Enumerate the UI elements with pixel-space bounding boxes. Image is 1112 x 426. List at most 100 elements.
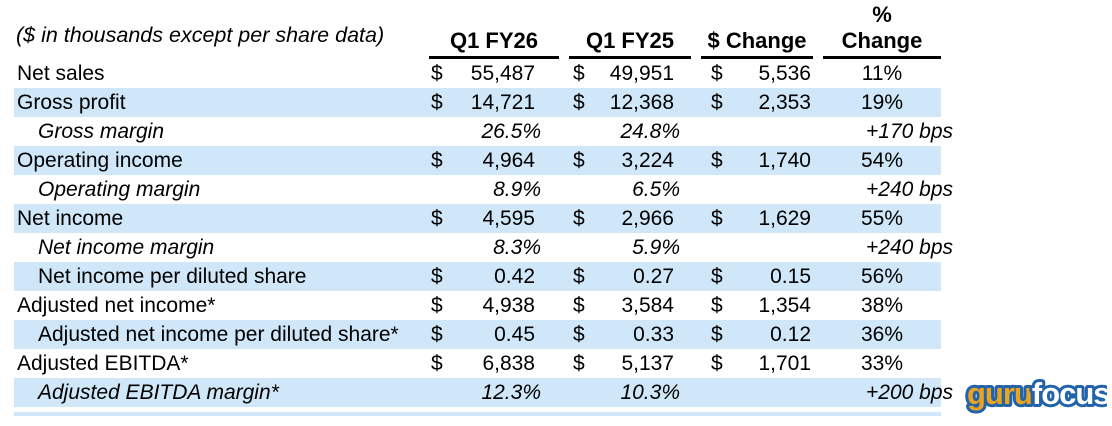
- dollar-sign: $: [711, 323, 723, 346]
- row-label: Net income per diluted share: [38, 265, 307, 288]
- cell-q1fy25: $12,368: [569, 88, 691, 117]
- cell-percent-change: 55%: [860, 207, 904, 230]
- cell-percent-change: 56%: [860, 265, 904, 288]
- cell-q1fy25: $49,951: [569, 59, 691, 88]
- cell-value: 55,487: [470, 62, 535, 85]
- cell-q1fy26: 26.5%: [429, 117, 559, 146]
- cell-percent-change: +170 bps: [866, 120, 953, 143]
- cell-q1fy25: $5,137: [569, 349, 691, 378]
- row-label: Operating margin: [38, 178, 201, 201]
- cell-percent-change: 36%: [860, 323, 904, 346]
- row-label: Gross profit: [17, 91, 126, 114]
- table-row: Adjusted net income per diluted share* $…: [14, 320, 941, 349]
- dollar-sign: $: [573, 323, 585, 346]
- dollar-sign: $: [431, 265, 443, 288]
- cell-q1fy26: $4,595: [429, 204, 559, 233]
- row-label: Adjusted EBITDA margin*: [38, 381, 279, 404]
- cell-q1fy25: $0.27: [569, 262, 691, 291]
- cell-percent-change: 54%: [860, 149, 904, 172]
- cell-value: 5.9%: [632, 236, 680, 259]
- cell-percent-change: 11%: [861, 62, 903, 85]
- cell-value: 4,595: [482, 207, 535, 230]
- cell-q1fy26: $0.42: [429, 262, 559, 291]
- cell-q1fy26: 12.3%: [429, 378, 559, 407]
- dollar-sign: $: [573, 62, 585, 85]
- cell-q1fy26: $4,938: [429, 291, 559, 320]
- cell-q1fy26: $0.45: [429, 320, 559, 349]
- row-label: Adjusted EBITDA*: [17, 352, 189, 375]
- table-row: Adjusted EBITDA margin* 12.3% 10.3% +200…: [14, 378, 953, 407]
- cell-value: 1,740: [758, 149, 811, 172]
- cell-value: 14,721: [470, 91, 535, 114]
- cell-q1fy25: 6.5%: [569, 175, 691, 204]
- cell-value: 8.3%: [493, 236, 541, 259]
- cell-q1fy25: $0.33: [569, 320, 691, 349]
- table-row: Net sales $55,487 $49,951 $5,536 11%: [14, 59, 941, 88]
- cell-dollar-change: $1,740: [701, 146, 813, 175]
- cell-value: 0.12: [770, 323, 811, 346]
- logo-focus: focus: [1032, 376, 1107, 411]
- table-row: Adjusted net income* $4,938 $3,584 $1,35…: [14, 291, 941, 320]
- cell-q1fy25: 24.8%: [569, 117, 691, 146]
- percent-change-line2: Change: [841, 28, 923, 54]
- cell-value: 6.5%: [632, 178, 680, 201]
- dollar-sign: $: [573, 352, 585, 375]
- dollar-sign: $: [573, 294, 585, 317]
- cell-q1fy26: $55,487: [429, 59, 559, 88]
- cell-value: 3,584: [621, 294, 674, 317]
- cell-value: 10.3%: [620, 381, 680, 404]
- cell-percent-change: 33%: [860, 352, 904, 375]
- dollar-sign: $: [431, 207, 443, 230]
- cell-value: 4,938: [482, 294, 535, 317]
- dollar-sign: $: [431, 62, 443, 85]
- cell-value: 6,838: [482, 352, 535, 375]
- cell-value: 5,536: [758, 62, 811, 85]
- table-row: Net income margin 8.3% 5.9% +240 bps: [14, 233, 953, 262]
- bottom-accent-line: [14, 412, 941, 416]
- row-label: Net sales: [17, 62, 105, 85]
- column-header-q1fy25: Q1 FY25: [569, 28, 691, 59]
- dollar-sign: $: [573, 265, 585, 288]
- dollar-sign: $: [573, 91, 585, 114]
- cell-q1fy25: $2,966: [569, 204, 691, 233]
- table-row: Operating income $4,964 $3,224 $1,740 54…: [14, 146, 941, 175]
- cell-q1fy26: 8.9%: [429, 175, 559, 204]
- table-row: Net income per diluted share $0.42 $0.27…: [14, 262, 941, 291]
- cell-dollar-change: $0.12: [701, 320, 813, 349]
- table-note: ($ in thousands except per share data): [16, 22, 385, 47]
- cell-value: 3,224: [621, 149, 674, 172]
- cell-value: 1,701: [758, 352, 811, 375]
- column-header-dollar-change: $ Change: [701, 28, 813, 59]
- table-row: Net income $4,595 $2,966 $1,629 55%: [14, 204, 941, 233]
- dollar-sign: $: [711, 207, 723, 230]
- cell-value: 12.3%: [481, 381, 541, 404]
- table-row: Gross profit $14,721 $12,368 $2,353 19%: [14, 88, 941, 117]
- table-row: Adjusted EBITDA* $6,838 $5,137 $1,701 33…: [14, 349, 941, 378]
- cell-percent-change: +200 bps: [866, 381, 953, 404]
- dollar-sign: $: [573, 207, 585, 230]
- cell-value: 0.42: [494, 265, 535, 288]
- row-label: Net income: [17, 207, 124, 230]
- dollar-sign: $: [711, 62, 723, 85]
- cell-q1fy25: 5.9%: [569, 233, 691, 262]
- dollar-sign: $: [711, 352, 723, 375]
- logo-guru: guru: [967, 376, 1032, 411]
- cell-dollar-change: $0.15: [701, 262, 813, 291]
- cell-value: 8.9%: [493, 178, 541, 201]
- cell-value: 4,964: [482, 149, 535, 172]
- cell-value: 1,629: [758, 207, 811, 230]
- cell-value: 2,966: [621, 207, 674, 230]
- percent-change-line1: %: [872, 2, 892, 28]
- cell-dollar-change: $1,629: [701, 204, 813, 233]
- cell-q1fy26: $6,838: [429, 349, 559, 378]
- dollar-sign: $: [711, 91, 723, 114]
- gurufocus-logo-svg: gurufocus: [964, 373, 1112, 414]
- gurufocus-logo: gurufocus: [963, 370, 1112, 421]
- row-label: Operating income: [17, 149, 183, 172]
- dollar-sign: $: [711, 149, 723, 172]
- cell-percent-change: 19%: [860, 91, 904, 114]
- cell-dollar-change: $5,536: [701, 59, 813, 88]
- cell-percent-change: +240 bps: [866, 178, 953, 201]
- cell-value: 0.33: [633, 323, 674, 346]
